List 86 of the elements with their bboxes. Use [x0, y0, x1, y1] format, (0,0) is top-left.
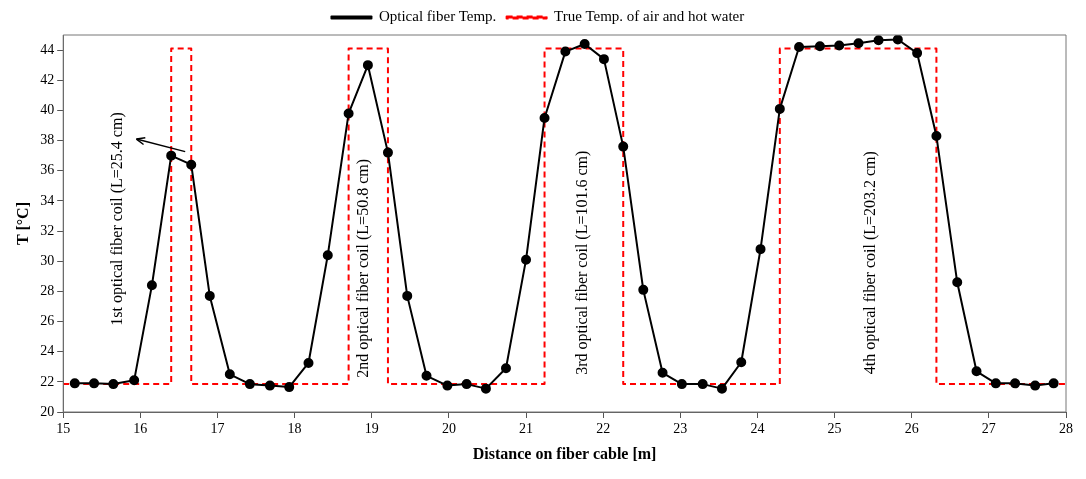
point [421, 370, 432, 381]
point [697, 379, 708, 390]
y-tick-label: 32 [40, 222, 55, 238]
point [560, 46, 571, 57]
y-tick-label: 30 [40, 252, 55, 268]
point [1010, 378, 1021, 389]
point [952, 277, 963, 288]
annotation: 1st optical fiber coil (L=25.4 cm) [107, 112, 126, 326]
point [834, 40, 845, 51]
annotation: 3rd optical fiber coil (L=101.6 cm) [572, 150, 591, 375]
x-tick-label: 15 [56, 421, 71, 437]
point [657, 367, 668, 378]
point [774, 103, 785, 114]
y-tick-label: 22 [40, 373, 55, 389]
point [303, 357, 314, 368]
point [362, 60, 373, 71]
y-tick-label: 24 [40, 343, 55, 359]
point [931, 131, 942, 142]
point [108, 379, 119, 390]
point [343, 108, 354, 119]
point [480, 383, 491, 394]
point [129, 375, 140, 386]
point [89, 378, 100, 389]
point [461, 379, 472, 390]
legend-label: True Temp. of air and hot water [554, 8, 745, 25]
point [69, 378, 80, 389]
point [204, 290, 215, 301]
x-tick-label: 23 [673, 421, 688, 437]
x-tick-label: 27 [981, 421, 996, 437]
x-tick-label: 17 [210, 421, 225, 437]
point [442, 380, 453, 391]
point [971, 366, 982, 377]
y-tick-label: 28 [40, 283, 55, 299]
x-tick-label: 19 [364, 421, 379, 437]
point [500, 363, 511, 374]
point [638, 284, 649, 295]
y-tick-label: 26 [40, 313, 55, 329]
point [794, 42, 805, 53]
x-tick-label: 25 [827, 421, 842, 437]
point [521, 254, 532, 265]
y-tick-label: 36 [40, 162, 55, 178]
point [146, 280, 157, 291]
point [853, 38, 864, 49]
point [676, 379, 687, 390]
point [755, 244, 766, 255]
point [1030, 380, 1041, 391]
y-tick-label: 40 [40, 102, 55, 118]
point [990, 378, 1001, 389]
point [598, 54, 609, 65]
point [1048, 378, 1059, 389]
point [716, 383, 727, 394]
y-tick-label: 20 [40, 403, 55, 419]
legend-label: Optical fiber Temp. [378, 8, 497, 25]
point [618, 141, 629, 152]
point [873, 35, 884, 46]
y-tick-label: 34 [40, 192, 55, 208]
y-axis-title: T [°C] [13, 202, 31, 245]
x-tick-label: 16 [133, 421, 148, 437]
annotation: 2nd optical fiber coil (L=50.8 cm) [354, 159, 373, 378]
point [402, 290, 413, 301]
x-axis-title: Distance on fiber cable [m] [472, 444, 657, 462]
point [814, 41, 825, 52]
x-tick-label: 28 [1059, 421, 1073, 437]
point [579, 39, 590, 50]
point [186, 159, 197, 170]
point [264, 380, 275, 391]
x-tick-label: 26 [904, 421, 919, 437]
y-tick-label: 38 [40, 132, 55, 148]
x-tick-label: 20 [441, 421, 456, 437]
point [224, 369, 235, 380]
x-tick-label: 22 [596, 421, 611, 437]
point [912, 48, 923, 59]
point [284, 382, 295, 393]
point [382, 147, 393, 158]
point [539, 112, 550, 123]
point [736, 357, 747, 368]
point [322, 250, 333, 261]
x-tick-label: 21 [519, 421, 534, 437]
y-tick-label: 42 [40, 71, 55, 87]
point [166, 150, 177, 161]
y-tick-label: 44 [40, 41, 55, 57]
x-tick-label: 18 [287, 421, 302, 437]
point [892, 35, 903, 45]
annotation: 4th optical fiber coil (L=203.2 cm) [860, 151, 879, 375]
point [244, 379, 255, 390]
x-tick-label: 24 [750, 421, 765, 437]
